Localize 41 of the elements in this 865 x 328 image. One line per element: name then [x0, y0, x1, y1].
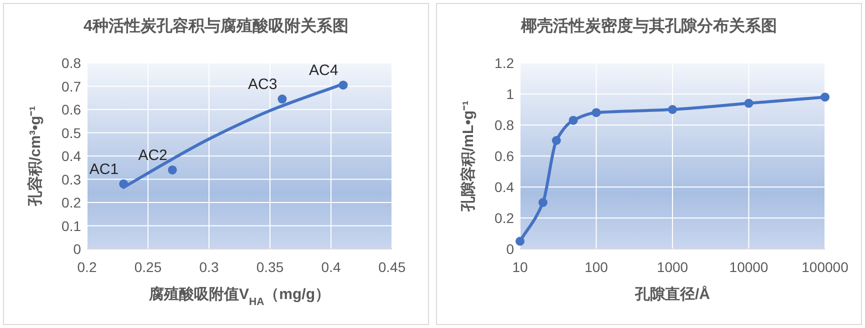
point: [168, 165, 177, 174]
y-tick-label: 0.3: [62, 171, 82, 188]
y-tick-label: 0.4: [62, 148, 82, 164]
x-tick-label: 10: [512, 259, 528, 275]
x-tick-label: 100: [584, 259, 608, 275]
x-tick-label: 1000: [656, 259, 688, 275]
y-tick-label: 0: [73, 241, 82, 257]
y-tick-label: 0.8: [62, 55, 82, 71]
chart-title: 椰壳活性炭密度与其孔隙分布关系图: [520, 16, 777, 35]
y-tick-label: 0.1: [62, 218, 82, 234]
x-axis-title: 孔隙直径/Å: [634, 285, 710, 303]
point: [338, 80, 348, 90]
x-tick-label: 0.4: [321, 259, 341, 275]
point: [278, 94, 287, 104]
annotation: AC3: [248, 76, 278, 94]
y-tick-label: 0.5: [62, 124, 82, 141]
annotation: AC4: [309, 62, 338, 80]
y-tick-label: 0.4: [494, 179, 514, 195]
annotation: AC2: [138, 146, 168, 164]
y-tick-label: 1.2: [494, 55, 514, 71]
chart-title: 4种活性炭孔容积与腐殖酸吸附关系图: [84, 16, 348, 35]
x-tick-label: 0.25: [134, 259, 162, 275]
y-axis-title: 孔隙容积/mL•g⁻¹: [459, 100, 477, 213]
x-axis-title: 腐殖酸吸附值V$_{HA}$（mg/g）: [148, 285, 330, 308]
x-tick-label: 0.45: [378, 259, 406, 275]
y-tick-label: 0.8: [494, 117, 514, 133]
y-tick-label: 0.7: [62, 78, 82, 94]
point: [119, 179, 128, 188]
y-axis-title: 孔容积/cm³•g⁻¹: [26, 106, 44, 208]
x-tick-label: 0.2: [77, 259, 97, 275]
x-tick-label: 10000: [729, 259, 768, 275]
y-tick-label: 0.6: [494, 148, 514, 164]
y-tick-label: 0.2: [62, 194, 82, 210]
y-tick-label: 0.6: [62, 102, 82, 118]
x-tick-label: 100000: [802, 259, 849, 275]
x-tick-label: 0.35: [256, 259, 284, 275]
x-tick-label: 0.3: [199, 259, 219, 275]
y-tick-label: 1: [506, 86, 514, 102]
y-tick-label: 0.2: [494, 210, 514, 226]
y-tick-label: 0: [506, 241, 514, 257]
annotation: AC1: [89, 160, 119, 178]
